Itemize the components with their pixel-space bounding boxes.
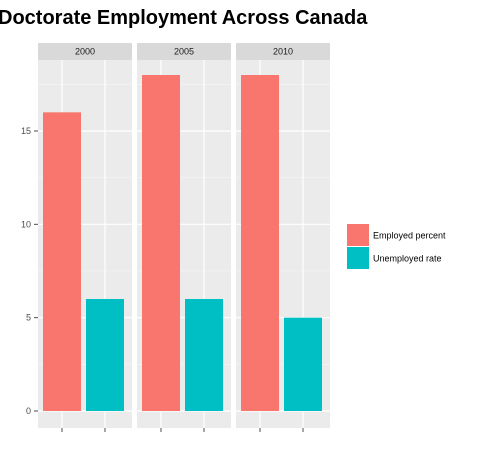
legend-item: Unemployed rate: [347, 247, 442, 269]
legend-label: Unemployed rate: [373, 254, 442, 264]
facet-panels: 2000 2005 2010: [38, 43, 330, 432]
bar-employed-2010: [241, 75, 279, 411]
legend: Employed percent Unemployed rate: [347, 224, 446, 269]
facet-strip: [236, 43, 330, 60]
y-tick-label: 10: [21, 219, 31, 229]
legend-key: [347, 247, 369, 269]
facet-panel-2010: 2010: [236, 43, 330, 432]
legend-item: Employed percent: [347, 224, 446, 246]
legend-key: [347, 224, 369, 246]
bar-employed-2000: [43, 112, 81, 411]
bar-employed-2005: [142, 75, 180, 411]
y-axis: 0 5 10 15: [21, 126, 38, 416]
facet-panel-2000: 2000: [38, 43, 132, 432]
facet-strip: [137, 43, 231, 60]
y-tick-label: 15: [21, 126, 31, 136]
chart-title: Doctorate Employment Across Canada: [0, 7, 368, 29]
bar-unemployed-2005: [185, 299, 223, 411]
facet-panel-2005: 2005: [137, 43, 231, 432]
bar-unemployed-2010: [284, 317, 322, 411]
facet-strip-label: 2005: [174, 47, 194, 57]
y-tick-label: 5: [26, 313, 31, 323]
y-tick-label: 0: [26, 406, 31, 416]
facet-strip-label: 2000: [75, 47, 95, 57]
facet-strip: [38, 43, 132, 60]
legend-label: Employed percent: [373, 231, 446, 241]
bar-unemployed-2000: [86, 299, 124, 411]
facet-strip-label: 2010: [273, 47, 293, 57]
